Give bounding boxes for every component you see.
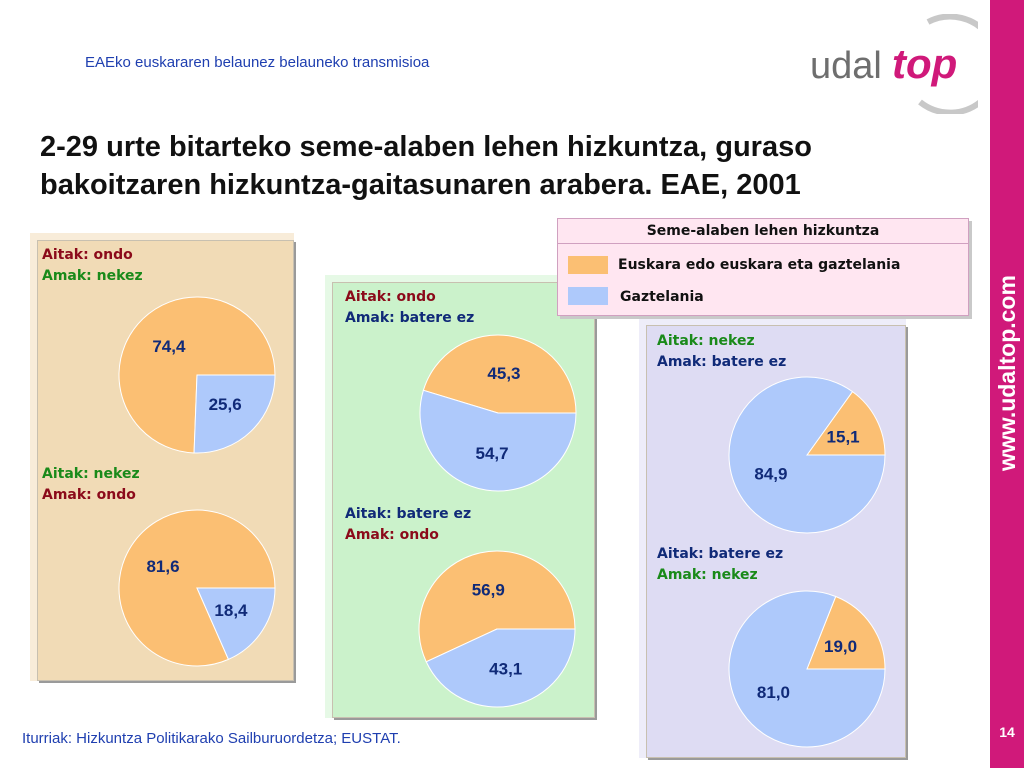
pie-6-mother-label: Amak: nekez xyxy=(657,567,758,583)
pie-5-father-label: Aitak: nekez xyxy=(657,333,755,349)
page-title: 2-29 urte bitarteko seme-alaben lehen hi… xyxy=(40,128,970,204)
pie-2-slice-gaztelania xyxy=(196,587,276,661)
pie-4-father-label: Aitak: batere ez xyxy=(345,506,472,522)
legend-title: Seme-alaben lehen hizkuntza xyxy=(646,223,880,239)
pie-chart-4: 56,9 43,1 xyxy=(418,550,576,708)
pie-6-value-label-euskara: 19,0 xyxy=(824,637,857,656)
pie-chart-6: 19,0 81,0 xyxy=(728,590,886,748)
pie-4-value-label-gaztelania: 43,1 xyxy=(489,660,522,679)
legend-swatch-euskara xyxy=(568,256,608,274)
title-line-2: bakoitzaren hizkuntza-gaitasunaren arabe… xyxy=(40,169,801,201)
pie-4-value-label-euskara: 56,9 xyxy=(472,580,505,599)
pie-6-value-label-gaztelania: 81,0 xyxy=(757,683,790,702)
pie-3-slice-gaztelania xyxy=(419,389,577,492)
pie-chart-5: 15,1 84,9 xyxy=(728,376,886,534)
udaltop-logo: udal top xyxy=(810,14,978,114)
pie-3-father-label: Aitak: ondo xyxy=(345,289,436,305)
pie-5-slice-euskara xyxy=(806,390,886,456)
pie-4-mother-label: Amak: ondo xyxy=(345,527,439,543)
brand-sidebar: www.udaltop.com 14 xyxy=(990,0,1024,768)
pie-2-mother-label: Amak: ondo xyxy=(42,487,136,503)
pie-1-slice-gaztelania xyxy=(193,374,276,454)
pie-5-mother-label: Amak: batere ez xyxy=(657,354,787,370)
pie-1-value-label-euskara: 74,4 xyxy=(152,337,186,356)
pie-1-value-label-gaztelania: 25,6 xyxy=(209,395,242,414)
logo-text-udal: udal xyxy=(810,45,882,87)
pie-6-slice-euskara xyxy=(806,595,886,670)
title-line-1: 2-29 urte bitarteko seme-alaben lehen hi… xyxy=(40,131,812,163)
chart-legend: Seme-alaben lehen hizkuntza Euskara edo … xyxy=(557,218,969,316)
pie-4-slice-euskara xyxy=(418,550,576,663)
pie-1-father-label: Aitak: ondo xyxy=(42,247,133,263)
pie-3-mother-label: Amak: batere ez xyxy=(345,310,475,326)
pie-2-father-label: Aitak: nekez xyxy=(42,466,140,482)
header-subtitle: EAEko euskararen belaunez belauneko tran… xyxy=(85,54,430,71)
pie-6-slice-gaztelania xyxy=(728,590,886,748)
pie-5-value-label-gaztelania: 84,9 xyxy=(754,465,787,484)
pie-3-value-label-euskara: 45,3 xyxy=(487,364,520,383)
pie-1-mother-label: Amak: nekez xyxy=(42,268,143,284)
pie-5-value-label-euskara: 15,1 xyxy=(827,427,860,446)
pie-4-slice-gaztelania xyxy=(425,628,576,708)
pie-3-value-label-gaztelania: 54,7 xyxy=(475,444,508,463)
pie-chart-1: 74,4 25,6 xyxy=(118,296,276,454)
pie-chart-2: 81,6 18,4 xyxy=(118,509,276,667)
source-note: Iturriak: Hizkuntza Politikarako Sailbur… xyxy=(22,730,401,747)
pie-5-slice-gaztelania xyxy=(728,376,886,534)
pie-chart-3: 45,3 54,7 xyxy=(419,334,577,492)
legend-label-euskara: Euskara edo euskara eta gaztelania xyxy=(618,257,901,273)
legend-swatch-gaztelania xyxy=(568,287,608,305)
sidebar-url[interactable]: www.udaltop.com xyxy=(994,275,1020,471)
logo-arc xyxy=(918,14,978,114)
legend-label-gaztelania: Gaztelania xyxy=(620,289,704,305)
pie-2-value-label-euskara: 81,6 xyxy=(146,557,179,576)
pie-3-slice-euskara xyxy=(422,334,577,414)
logo-text-top: top xyxy=(892,40,957,87)
legend-divider xyxy=(558,243,968,244)
pie-2-value-label-gaztelania: 18,4 xyxy=(214,601,248,620)
page-number: 14 xyxy=(999,724,1015,740)
pie-6-father-label: Aitak: batere ez xyxy=(657,546,784,562)
